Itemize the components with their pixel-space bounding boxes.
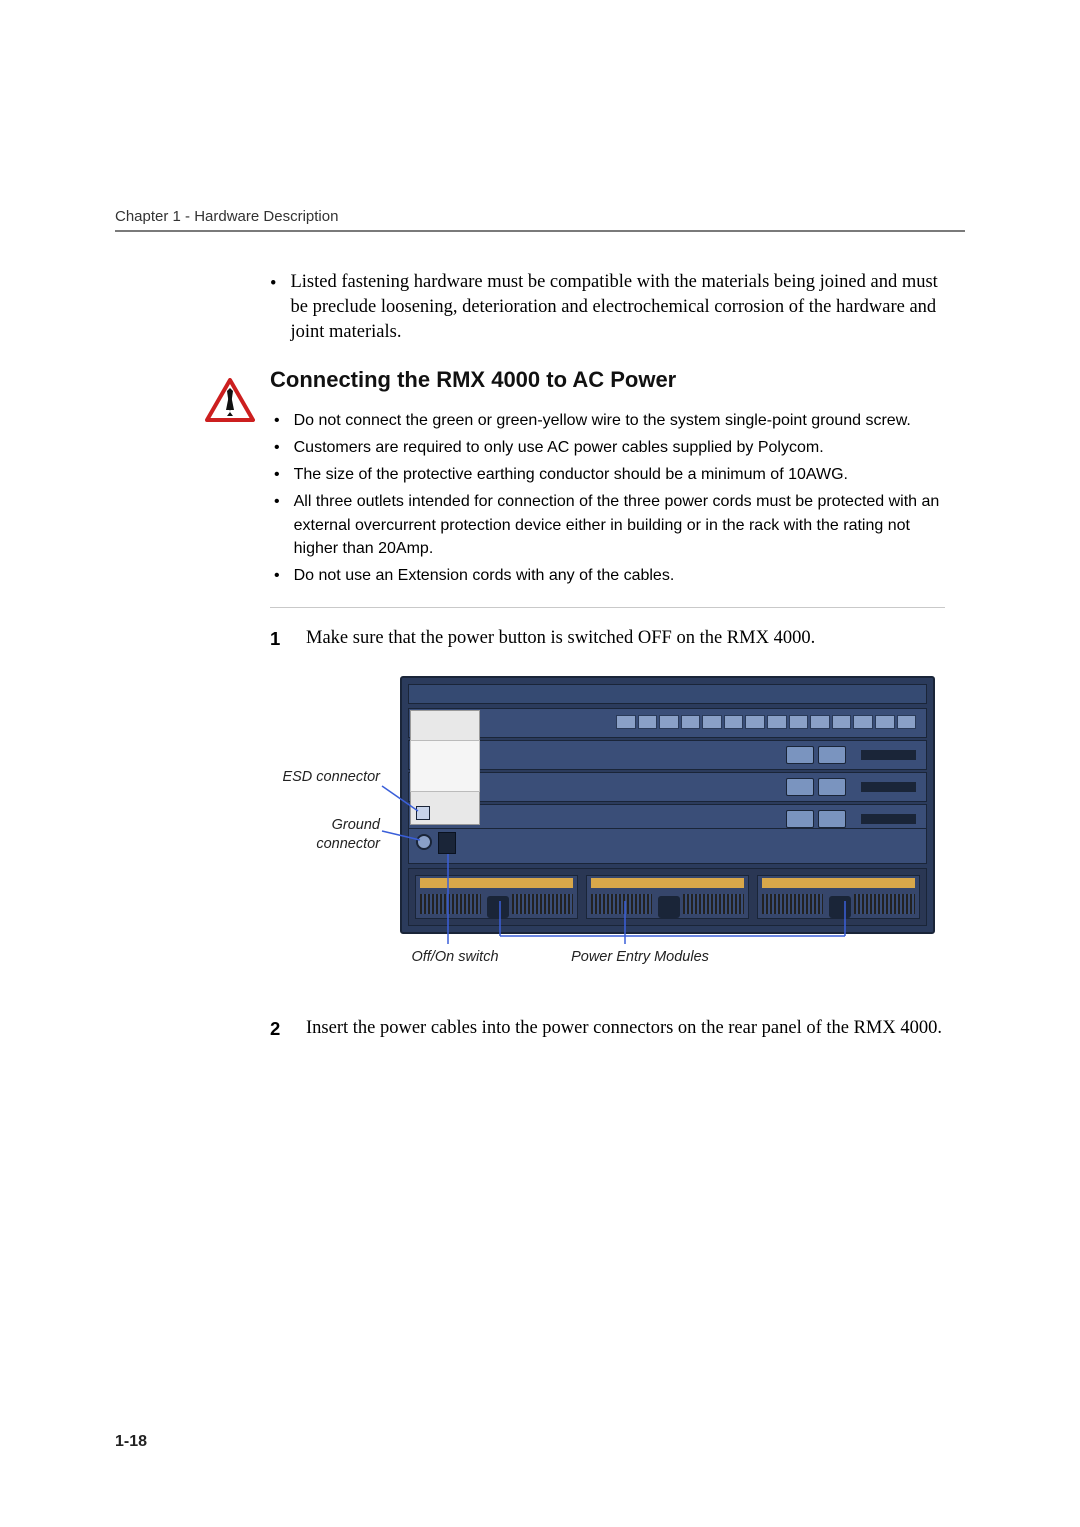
device-diagram — [400, 676, 935, 934]
label-pem: Power Entry Modules — [550, 948, 730, 967]
step-text: Insert the power cables into the power c… — [306, 1016, 942, 1042]
figure-area: ESD connector Ground connector Off/On sw… — [270, 676, 945, 976]
chapter-header: Chapter 1 - Hardware Description — [115, 208, 338, 225]
step-number: 1 — [270, 626, 288, 652]
power-switch-icon — [438, 832, 456, 854]
warning-item: •The size of the protective earthing con… — [274, 463, 941, 486]
intro-text: Listed fastening hardware must be compat… — [290, 270, 945, 345]
label-esd: ESD connector — [270, 768, 380, 787]
bullet-dot: • — [270, 270, 276, 345]
warning-item: •All three outlets intended for connecti… — [274, 490, 941, 560]
psu-module — [757, 875, 920, 919]
step-text: Make sure that the power button is switc… — [306, 626, 815, 652]
psu-module — [586, 875, 749, 919]
warning-item: •Customers are required to only use AC p… — [274, 436, 941, 459]
psu-module — [415, 875, 578, 919]
warning-triangle-icon — [205, 378, 255, 427]
header-rule — [115, 230, 965, 232]
warning-item: •Do not use an Extension cords with any … — [274, 564, 941, 587]
warning-box: •Do not connect the green or green-yello… — [270, 405, 945, 608]
step-2: 2 Insert the power cables into the power… — [270, 1016, 945, 1042]
document-page: Chapter 1 - Hardware Description • Liste… — [0, 0, 1080, 1527]
ground-connector-icon — [416, 834, 432, 850]
label-switch: Off/On switch — [390, 948, 520, 967]
esd-connector-icon — [416, 806, 430, 820]
warning-item: •Do not connect the green or green-yello… — [274, 409, 941, 432]
label-ground: Ground connector — [270, 816, 380, 854]
intro-bullet: • Listed fastening hardware must be comp… — [270, 270, 945, 345]
content-area: • Listed fastening hardware must be comp… — [270, 270, 945, 1058]
section-heading: Connecting the RMX 4000 to AC Power — [270, 367, 945, 393]
page-number: 1-18 — [115, 1433, 147, 1451]
step-number: 2 — [270, 1016, 288, 1042]
step-1: 1 Make sure that the power button is swi… — [270, 626, 945, 652]
